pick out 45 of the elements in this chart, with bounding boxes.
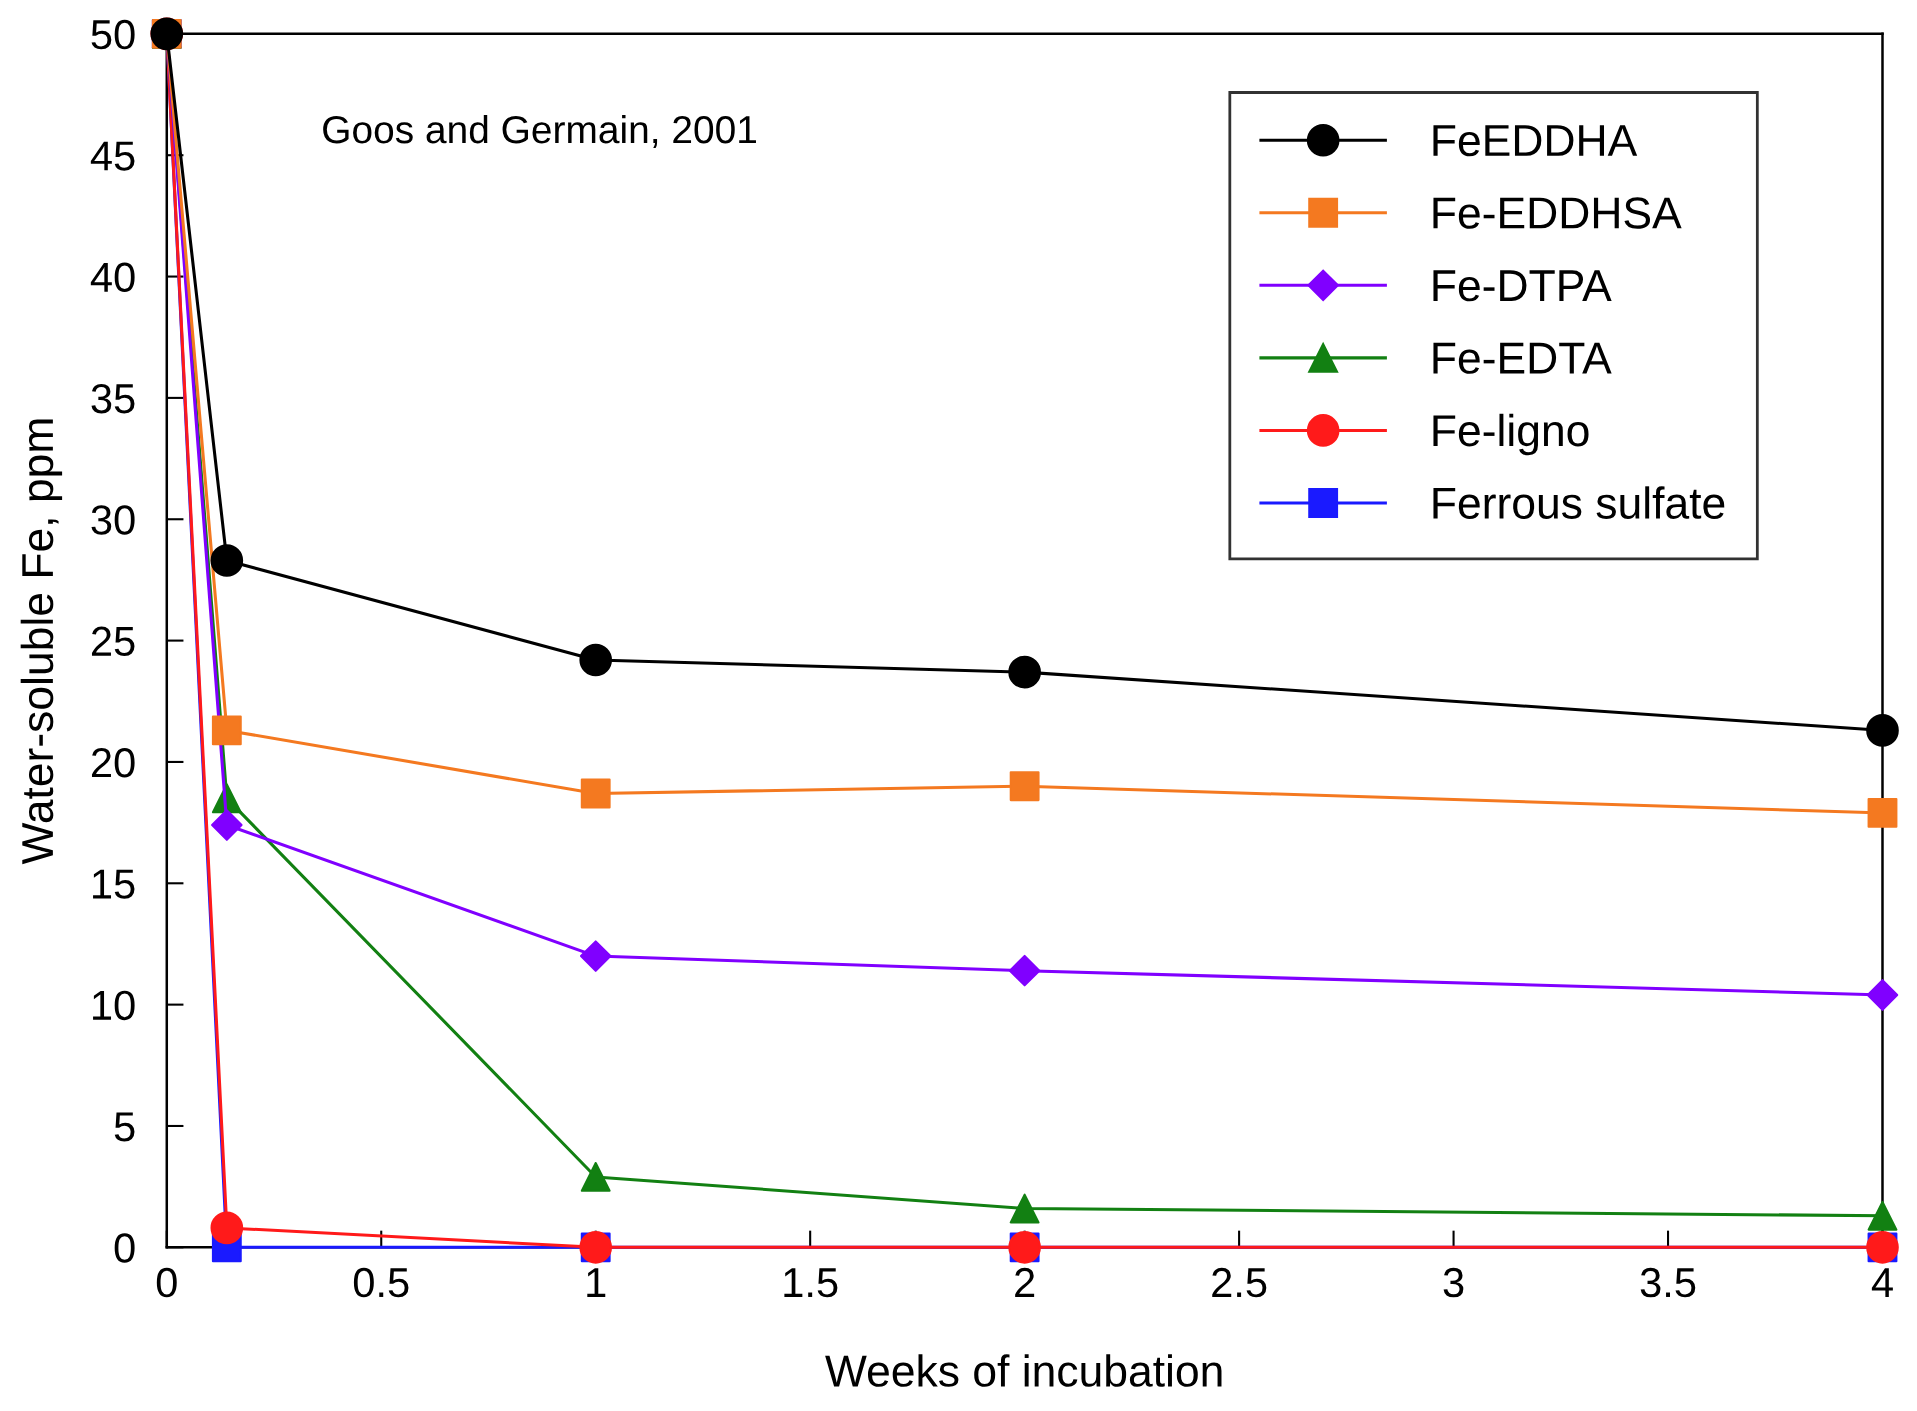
x-tick-label: 1 [587, 1268, 606, 1297]
x-tick-label: 3 [1443, 1267, 1464, 1298]
y-tick-label: 30 [91, 505, 135, 535]
x-tick-label: 1.5 [784, 1268, 838, 1298]
x-tick-label: 4 [1871, 1268, 1893, 1297]
point [580, 1162, 611, 1192]
x-tick-label: 0 [156, 1267, 177, 1298]
y-tick-label: 15 [93, 869, 135, 899]
y-tick-label: 40 [90, 262, 135, 293]
point [211, 809, 243, 841]
point [1867, 797, 1898, 828]
point [210, 1211, 244, 1245]
point [580, 778, 611, 809]
point [1009, 771, 1040, 802]
point [1008, 954, 1041, 987]
x-tick-label: 0.5 [353, 1267, 409, 1298]
legend-label: Fe-EDTA [1433, 342, 1612, 374]
x-tick-label: 3.5 [1640, 1267, 1696, 1298]
y-tick-label: 45 [90, 141, 135, 171]
legend-label: Ferrous sulfate [1433, 486, 1725, 519]
x-tick-label: 2 [1015, 1267, 1035, 1297]
y-tick-label: 5 [114, 1112, 135, 1142]
point [1866, 714, 1899, 747]
y-tick-label: 25 [91, 626, 135, 657]
point [579, 940, 612, 972]
point [1867, 1200, 1898, 1231]
y-tick-label: 0 [114, 1233, 135, 1263]
legend-label: Fe-ligno [1433, 413, 1589, 456]
point [1008, 655, 1041, 689]
legend-label: Fe-DTPA [1433, 270, 1612, 302]
point [579, 643, 613, 677]
y-tick-label: 50 [91, 19, 135, 50]
y-tick-label: 35 [91, 383, 135, 414]
point [210, 544, 244, 577]
x-axis-title: Weeks of incubation [825, 1354, 1222, 1387]
y-tick-label: 20 [91, 747, 135, 778]
x-tick-label: 2.5 [1212, 1267, 1267, 1298]
annotation: Goos and Germain, 2001 [323, 114, 756, 149]
legend-label: Fe-EDDHSA [1433, 197, 1682, 229]
point [211, 715, 242, 746]
y-axis-title: Water-soluble Fe, ppm [20, 419, 63, 865]
point [1866, 979, 1899, 1011]
y-tick-label: 10 [93, 990, 135, 1021]
point [1009, 1193, 1040, 1224]
legend-label: FeEDDHA [1433, 125, 1638, 157]
